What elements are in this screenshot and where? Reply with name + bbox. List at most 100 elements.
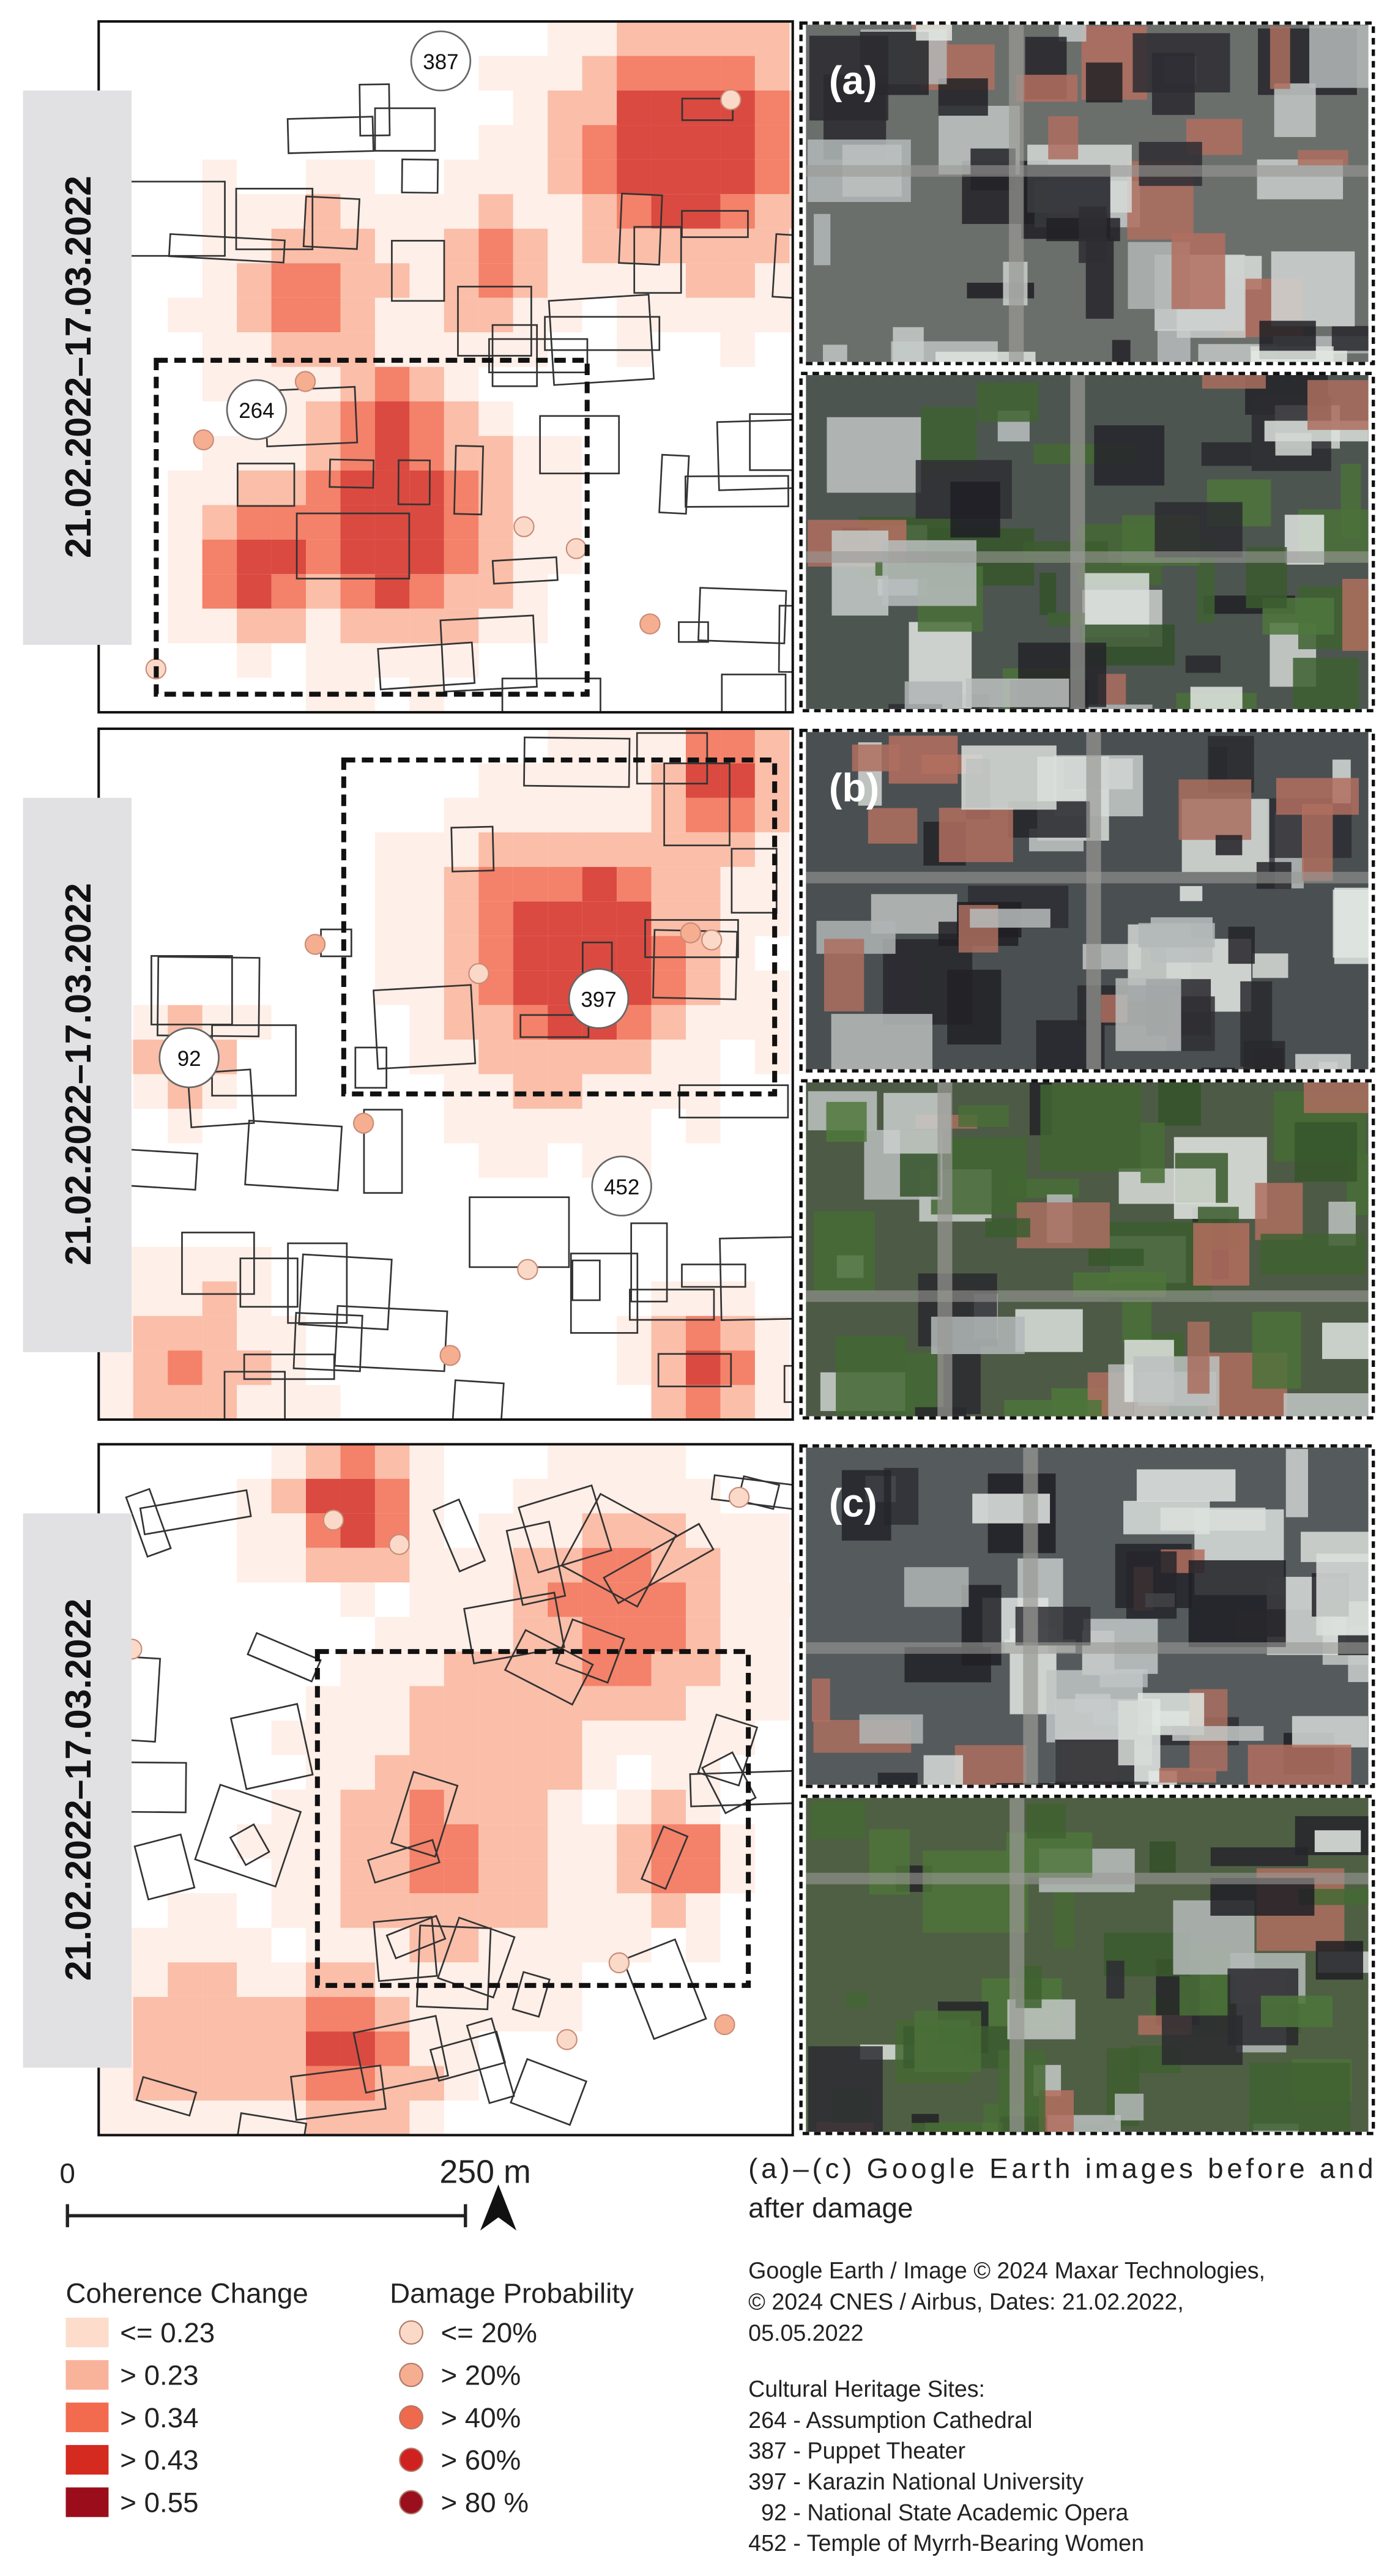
coherence-cell <box>168 1246 203 1282</box>
coherence-cell <box>513 1927 548 1963</box>
coherence-cell <box>202 1281 237 1316</box>
coherence-cell <box>685 228 721 264</box>
coherence-cell <box>582 194 617 229</box>
building-outline <box>292 1312 363 1372</box>
coherence-cell <box>685 1547 721 1583</box>
building-outline <box>302 195 360 250</box>
coherence-cell <box>651 1651 686 1686</box>
coherence-cell <box>168 2031 203 2066</box>
coherence-cell <box>685 297 721 333</box>
coherence-cell <box>513 1721 548 1755</box>
building-outline <box>359 83 391 137</box>
image-block <box>827 417 921 493</box>
coherence-cell <box>340 1582 375 1617</box>
coherence-cell <box>202 470 237 505</box>
coherence-cell <box>617 1789 652 1825</box>
building-outline <box>187 1068 255 1128</box>
date-label: 21.02.2022–17.03.2022 <box>58 176 99 558</box>
coherence-cell <box>478 505 513 540</box>
coherence-cell <box>720 1005 755 1040</box>
coherence-cell <box>237 608 272 644</box>
image-block <box>1076 704 1153 709</box>
coherence-cell <box>306 574 341 609</box>
image-block <box>904 681 962 709</box>
building-outline <box>401 158 439 194</box>
road <box>937 1082 953 1416</box>
coherence-cell <box>754 1513 790 1548</box>
map-panel: 21.02.2022–17.03.2022 (c) <box>23 1443 1375 2137</box>
coherence-cell <box>513 797 548 833</box>
image-block <box>1309 25 1369 88</box>
image-block <box>1251 351 1347 362</box>
coherence-cell <box>340 539 375 575</box>
coherence-cell <box>271 574 307 609</box>
coherence-cell <box>789 729 793 764</box>
coherence-cell <box>685 1582 721 1617</box>
legend-swatch <box>65 2317 109 2348</box>
coherence-cell <box>202 1316 237 1351</box>
coherence-cell <box>478 125 513 160</box>
coherence-cell <box>133 1997 168 2032</box>
building-outline <box>681 210 749 238</box>
coherence-cell <box>271 1385 307 1420</box>
coherence-cell <box>409 1997 444 2032</box>
coherence-cell <box>202 1927 237 1963</box>
heritage-item: 387 - Puppet Theater <box>748 2438 965 2463</box>
coherence-cell <box>478 1005 513 1040</box>
satellite-image <box>806 24 1369 362</box>
coherence-cell <box>617 90 652 125</box>
coherence-cell <box>720 159 755 195</box>
coherence-cell <box>789 56 793 91</box>
site-label: 264 <box>239 399 274 423</box>
building-outline <box>236 463 296 507</box>
coherence-cell <box>444 436 479 471</box>
image-block <box>1178 779 1252 840</box>
legend-point <box>399 2490 423 2515</box>
coherence-cell <box>306 1547 341 1583</box>
image-block <box>1118 1168 1216 1204</box>
coherence-cell <box>478 1893 513 1928</box>
image-block <box>916 24 953 41</box>
coherence-cell <box>202 2031 237 2066</box>
coherence-cell <box>99 2066 133 2101</box>
coherence-cell <box>99 1385 133 1420</box>
coherence-cell <box>306 1858 341 1894</box>
coherence-cell <box>754 21 790 56</box>
building-outline <box>377 641 476 691</box>
coherence-cell <box>133 1350 168 1385</box>
coherence-cell <box>168 1997 203 2032</box>
coherence-cell <box>754 729 790 764</box>
building-outline <box>622 1938 707 2041</box>
image-block <box>1004 1400 1102 1416</box>
coherence-cell <box>478 574 513 609</box>
coherence-cell <box>685 21 721 56</box>
coherence-cell <box>168 1316 203 1351</box>
coherence-cell <box>548 1962 582 1997</box>
coherence-cell <box>513 936 548 971</box>
coherence-cell <box>444 1789 479 1825</box>
coherence-cell <box>237 1385 272 1420</box>
road <box>806 871 1369 884</box>
coherence-cell <box>271 505 307 540</box>
coherence-cell <box>720 797 755 833</box>
building-outline <box>227 2112 308 2135</box>
image-block <box>914 2011 981 2072</box>
coherence-cell <box>271 539 307 575</box>
coherence-cell <box>617 901 652 936</box>
coherence-cell <box>478 608 513 644</box>
image-block <box>1106 1960 1125 1999</box>
image-block <box>814 214 831 266</box>
coherence-cell <box>548 1893 582 1928</box>
building-outline <box>244 1120 343 1192</box>
coherence-cell <box>409 608 444 644</box>
coherence-cell <box>271 1444 307 1479</box>
building-outline <box>223 1371 286 1420</box>
credits-line: Google Earth / Image © 2024 Maxar Techno… <box>748 2257 1265 2283</box>
coherence-cell <box>720 832 755 867</box>
building-outline <box>570 1253 639 1334</box>
coherence-cell <box>374 2066 410 2101</box>
coherence-cell <box>617 1617 652 1652</box>
coherence-cell <box>409 574 444 609</box>
zoom-box <box>154 357 590 697</box>
image-block <box>1016 75 1078 102</box>
